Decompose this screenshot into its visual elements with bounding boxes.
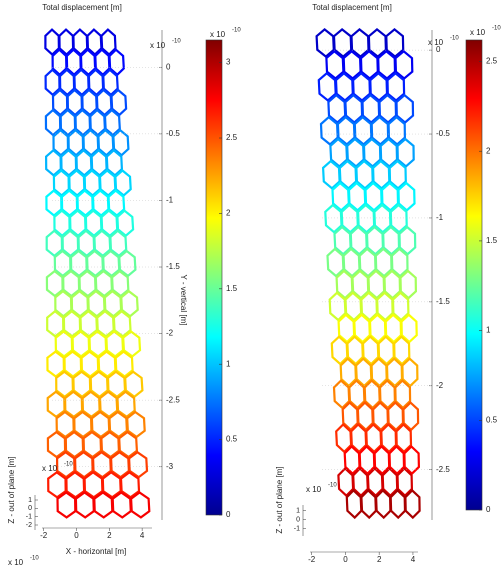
z-tick-label: 1 xyxy=(28,497,32,504)
y-tick-label: -0.5 xyxy=(436,129,450,138)
lattice-cell xyxy=(325,205,341,232)
y-tick-label: 0 xyxy=(166,62,171,71)
y-tick-label: -1 xyxy=(436,213,444,222)
lattice-cell xyxy=(94,493,112,518)
z-axis-label: Z - out of plane [m] xyxy=(275,466,284,533)
colorbar-tick-label: 3 xyxy=(226,58,231,67)
colorbar xyxy=(466,40,482,510)
exponent-base: x 10 xyxy=(428,38,444,47)
colorbar-tick-label: 1 xyxy=(226,359,231,368)
y-tick-label: -1 xyxy=(166,196,174,205)
panel-title: Total displacement [m] xyxy=(42,3,122,12)
exponent-power: -10 xyxy=(492,26,501,32)
panel-title: Total displacement [m] xyxy=(312,3,392,12)
colorbar-tick-label: 0 xyxy=(486,505,491,514)
lattice-cell xyxy=(76,493,94,518)
x-tick-label: 4 xyxy=(140,531,145,540)
x-tick-label: 4 xyxy=(411,555,416,564)
colorbar xyxy=(206,40,222,515)
lattice-cell xyxy=(328,249,344,276)
y-tick-label: -3 xyxy=(166,462,174,471)
y-tick-label: -2.5 xyxy=(166,395,180,404)
colorbar-tick-label: 1 xyxy=(486,326,491,335)
x-tick-label: 2 xyxy=(107,531,112,540)
lattice-cell xyxy=(361,490,376,517)
lattice-cell xyxy=(58,493,76,518)
colorbar-tick-label: 0.5 xyxy=(226,435,238,444)
z-tick-label: 0 xyxy=(28,505,32,512)
z-tick-label: -1 xyxy=(294,526,300,533)
colorbar-tick-label: 2.5 xyxy=(226,133,238,142)
colorbar-tick-label: 2 xyxy=(486,146,491,155)
y-tick-label: -2 xyxy=(166,329,174,338)
exponent-power: -10 xyxy=(30,556,39,562)
exponent-power: -10 xyxy=(172,39,181,45)
z-tick-label: -2 xyxy=(26,522,32,529)
z-tick-label: 1 xyxy=(296,507,300,514)
x-tick-label: -2 xyxy=(40,531,48,540)
lattice-cell xyxy=(405,490,419,517)
x-axis-label: X - horizontal [m] xyxy=(66,547,126,556)
exponent-base: x 10 xyxy=(8,558,24,567)
colorbar-tick-label: 1.5 xyxy=(486,236,498,245)
exponent-base: x 10 xyxy=(150,41,166,50)
y-tick-label: -1.5 xyxy=(166,262,180,271)
x-tick-label: 0 xyxy=(343,555,348,564)
z-tick-label: -1 xyxy=(26,514,32,521)
colorbar-tick-label: 0.5 xyxy=(486,415,498,424)
lattice-cell xyxy=(391,490,405,517)
y-tick-label: -1.5 xyxy=(436,297,450,306)
lattice-cell xyxy=(131,493,149,518)
lattice-cell xyxy=(113,493,131,518)
exponent-power: -10 xyxy=(450,36,459,42)
z-tick-label: 0 xyxy=(296,516,300,523)
exponent-power: -10 xyxy=(328,483,337,489)
y-axis-label: Y - vertical [m] xyxy=(179,275,188,326)
exponent-base: x 10 xyxy=(306,485,322,494)
figure: Total displacement [m] 0 -0.5 -1 -1.5 -2 -2.5 -… xyxy=(0,0,502,567)
exponent-power: -10 xyxy=(232,28,241,34)
exponent-power: -10 xyxy=(64,462,73,468)
lattice-cell xyxy=(347,490,362,517)
lattice-cell xyxy=(376,490,390,517)
x-tick-label: -2 xyxy=(308,555,316,564)
colorbar-tick-label: 0 xyxy=(226,510,231,519)
y-tick-label: -2 xyxy=(436,381,444,390)
x-tick-label: 0 xyxy=(74,531,79,540)
lattice xyxy=(45,29,419,517)
exponent-base: x 10 xyxy=(470,28,486,37)
y-tick-label: -2.5 xyxy=(436,465,450,474)
y-tick-label: -0.5 xyxy=(166,129,180,138)
colorbar-tick-label: 1.5 xyxy=(226,284,238,293)
x-tick-label: 2 xyxy=(377,555,382,564)
colorbar-tick-label: 2.5 xyxy=(486,57,498,66)
colorbar-tick-label: 2 xyxy=(226,209,231,218)
exponent-base: x 10 xyxy=(42,464,58,473)
z-axis-label: Z - out of plane [m] xyxy=(7,456,16,523)
exponent-base: x 10 xyxy=(210,30,226,39)
